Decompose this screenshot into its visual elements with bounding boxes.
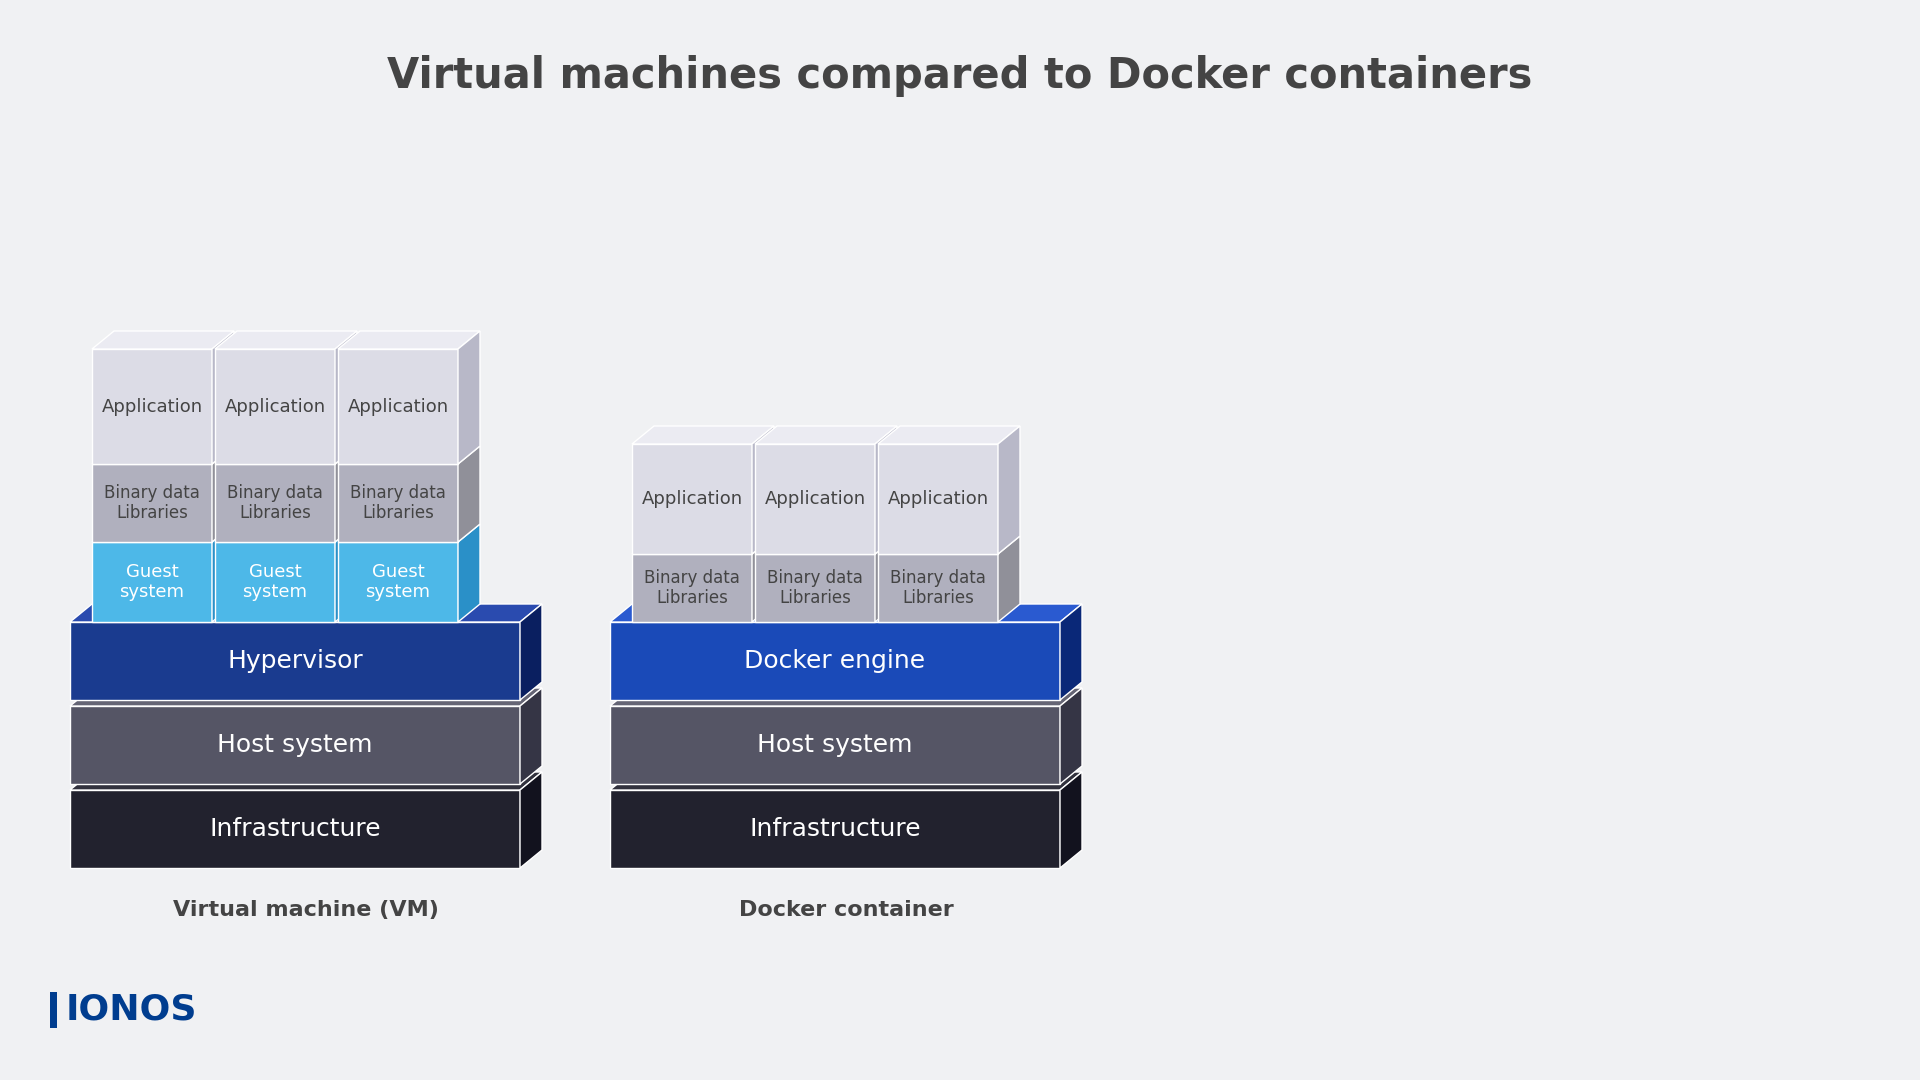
Text: Binary data
Libraries: Binary data Libraries	[227, 484, 323, 523]
Polygon shape	[215, 464, 334, 542]
Text: IONOS: IONOS	[65, 993, 198, 1027]
Text: Binary data
Libraries: Binary data Libraries	[891, 568, 987, 607]
Polygon shape	[876, 426, 897, 554]
Polygon shape	[92, 330, 234, 349]
Polygon shape	[632, 554, 753, 622]
Polygon shape	[753, 536, 774, 622]
Polygon shape	[877, 554, 998, 622]
Polygon shape	[611, 622, 1060, 700]
Polygon shape	[338, 330, 480, 349]
Polygon shape	[998, 536, 1020, 622]
Polygon shape	[755, 536, 897, 554]
Polygon shape	[92, 542, 211, 622]
Text: Application: Application	[887, 490, 989, 508]
Text: Application: Application	[102, 397, 204, 416]
Text: Binary data
Libraries: Binary data Libraries	[349, 484, 445, 523]
Text: Host system: Host system	[217, 733, 372, 757]
Text: Binary data
Libraries: Binary data Libraries	[643, 568, 739, 607]
Polygon shape	[877, 536, 1020, 554]
Text: Virtual machine (VM): Virtual machine (VM)	[173, 900, 440, 920]
Text: Binary data
Libraries: Binary data Libraries	[104, 484, 200, 523]
Polygon shape	[459, 524, 480, 622]
Polygon shape	[459, 330, 480, 464]
Polygon shape	[338, 524, 480, 542]
Polygon shape	[69, 772, 541, 789]
Polygon shape	[69, 604, 541, 622]
Polygon shape	[215, 542, 334, 622]
Polygon shape	[69, 622, 520, 700]
Polygon shape	[338, 349, 459, 464]
Polygon shape	[338, 446, 480, 464]
Polygon shape	[998, 426, 1020, 554]
Polygon shape	[632, 536, 774, 554]
Text: Infrastructure: Infrastructure	[209, 816, 380, 841]
Polygon shape	[215, 330, 357, 349]
Text: Application: Application	[641, 490, 743, 508]
Polygon shape	[755, 426, 897, 444]
Text: Hypervisor: Hypervisor	[227, 649, 363, 673]
Polygon shape	[334, 330, 357, 464]
Polygon shape	[611, 688, 1083, 706]
Text: Guest
system: Guest system	[242, 563, 307, 602]
Polygon shape	[211, 330, 234, 464]
Polygon shape	[211, 524, 234, 622]
Bar	[50, 993, 58, 1028]
Polygon shape	[92, 524, 234, 542]
Polygon shape	[211, 446, 234, 542]
Polygon shape	[1060, 772, 1083, 868]
Text: Application: Application	[764, 490, 866, 508]
Text: Infrastructure: Infrastructure	[749, 816, 922, 841]
Polygon shape	[215, 349, 334, 464]
Polygon shape	[520, 688, 541, 784]
Polygon shape	[877, 444, 998, 554]
Polygon shape	[611, 789, 1060, 868]
Polygon shape	[459, 446, 480, 542]
Text: Application: Application	[225, 397, 326, 416]
Polygon shape	[338, 542, 459, 622]
Polygon shape	[632, 444, 753, 554]
Polygon shape	[334, 446, 357, 542]
Polygon shape	[632, 426, 774, 444]
Polygon shape	[69, 789, 520, 868]
Text: Application: Application	[348, 397, 449, 416]
Polygon shape	[876, 536, 897, 622]
Polygon shape	[755, 554, 876, 622]
Polygon shape	[611, 604, 1083, 622]
Text: Docker container: Docker container	[739, 900, 954, 920]
Polygon shape	[334, 524, 357, 622]
Polygon shape	[520, 772, 541, 868]
Polygon shape	[215, 446, 357, 464]
Text: Virtual machines compared to Docker containers: Virtual machines compared to Docker cont…	[388, 55, 1532, 97]
Polygon shape	[215, 524, 357, 542]
Polygon shape	[69, 706, 520, 784]
Text: Binary data
Libraries: Binary data Libraries	[768, 568, 862, 607]
Text: Guest
system: Guest system	[119, 563, 184, 602]
Polygon shape	[69, 688, 541, 706]
Polygon shape	[520, 604, 541, 700]
Polygon shape	[1060, 688, 1083, 784]
Polygon shape	[1060, 604, 1083, 700]
Polygon shape	[755, 444, 876, 554]
Polygon shape	[92, 349, 211, 464]
Text: Guest
system: Guest system	[365, 563, 430, 602]
Text: Host system: Host system	[756, 733, 912, 757]
Polygon shape	[753, 426, 774, 554]
Polygon shape	[611, 706, 1060, 784]
Polygon shape	[92, 446, 234, 464]
Polygon shape	[338, 464, 459, 542]
Polygon shape	[611, 772, 1083, 789]
Text: Docker engine: Docker engine	[745, 649, 925, 673]
Polygon shape	[877, 426, 1020, 444]
Polygon shape	[92, 464, 211, 542]
